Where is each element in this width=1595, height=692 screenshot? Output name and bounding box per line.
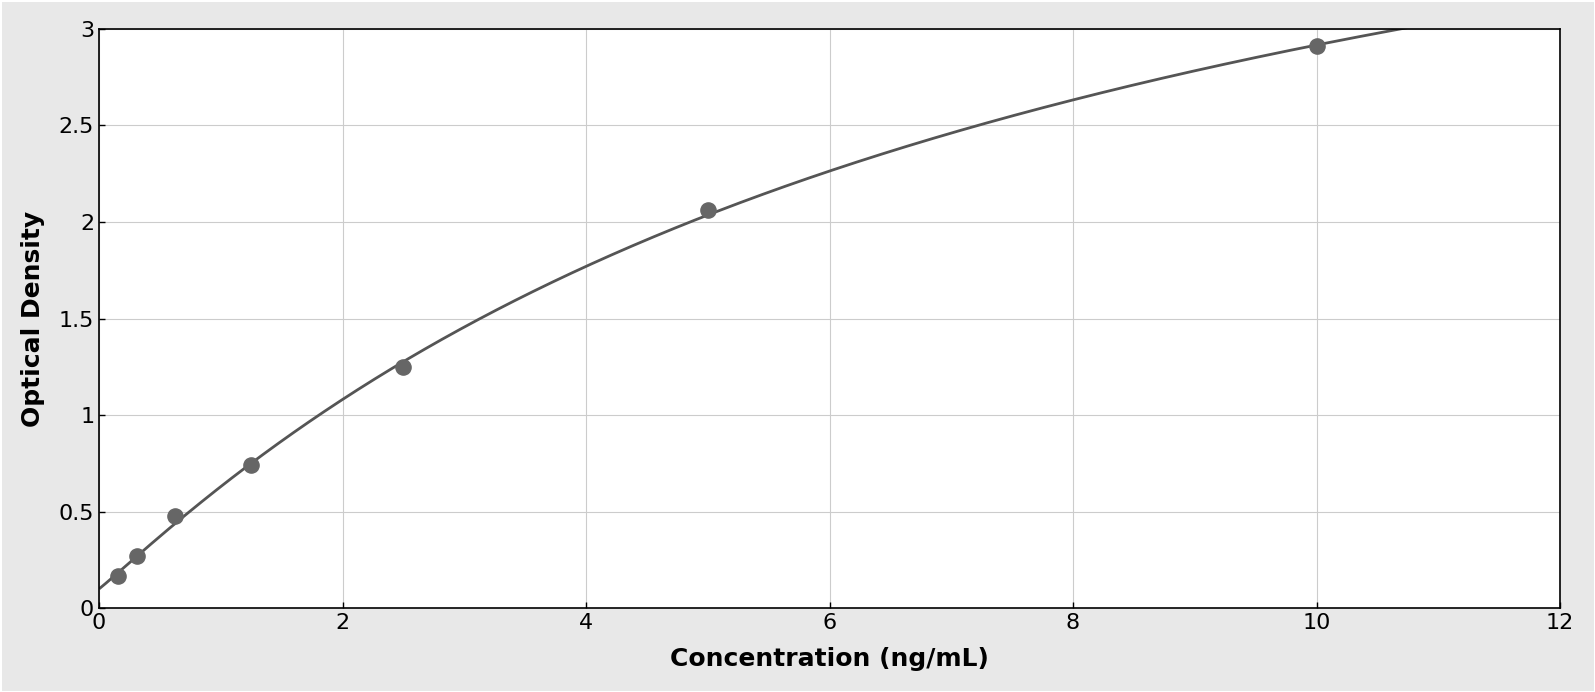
Point [239, 460, 265, 471]
Point [1303, 41, 1329, 52]
Y-axis label: Optical Density: Optical Density [21, 210, 45, 427]
Point [124, 551, 150, 562]
Point [391, 361, 416, 372]
Point [695, 205, 721, 216]
Point [163, 510, 188, 521]
X-axis label: Concentration (ng/mL): Concentration (ng/mL) [670, 647, 989, 671]
Point [105, 570, 131, 581]
